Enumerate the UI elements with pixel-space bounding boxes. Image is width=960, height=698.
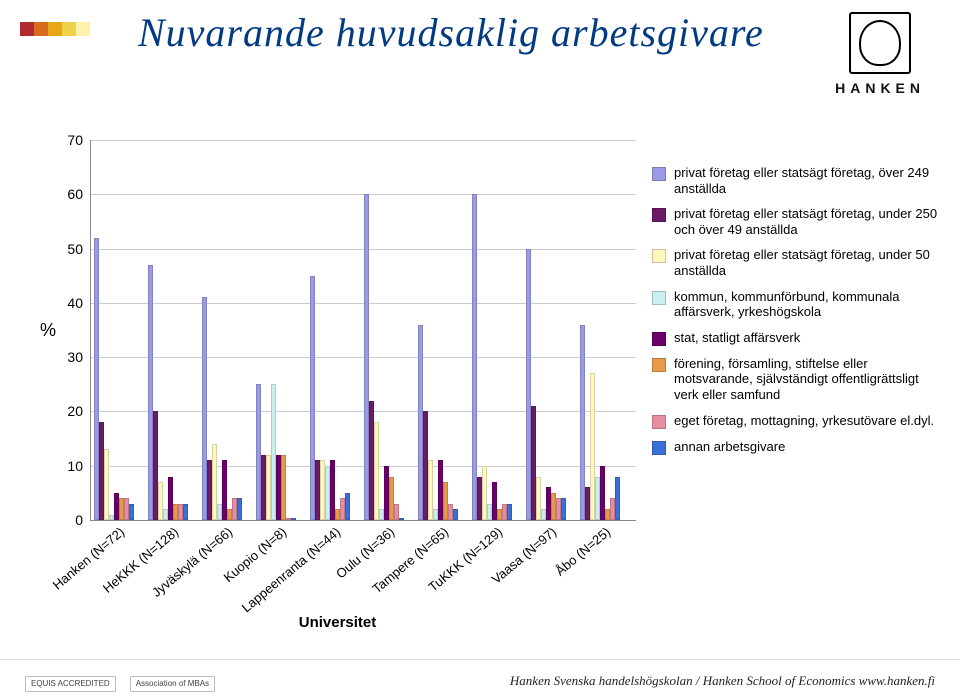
legend-item: förening, församling, stiftelse eller mo… xyxy=(652,356,942,403)
slide-title: Nuvarande huvudsaklig arbetsgivare xyxy=(138,10,764,56)
bar-group xyxy=(580,325,620,520)
bar xyxy=(281,455,286,520)
bar-group xyxy=(148,265,188,520)
chart-plot-area xyxy=(90,140,636,521)
bar xyxy=(345,493,350,520)
color-chip xyxy=(90,22,104,36)
legend-label: privat företag eller statsägt företag, u… xyxy=(674,247,942,278)
color-chip xyxy=(76,22,90,36)
y-axis-label: % xyxy=(40,320,56,341)
y-tick-label: 40 xyxy=(43,295,83,311)
legend-swatch xyxy=(652,167,666,181)
employer-bar-chart: % Universitet 010203040506070Hanken (N=7… xyxy=(40,140,635,595)
legend-label: förening, församling, stiftelse eller mo… xyxy=(674,356,942,403)
hanken-logo: HANKEN xyxy=(835,12,925,96)
y-tick-label: 70 xyxy=(43,132,83,148)
bar xyxy=(399,518,404,520)
bar-group xyxy=(418,325,458,520)
legend-swatch xyxy=(652,208,666,222)
legend-item: privat företag eller statsägt företag, u… xyxy=(652,247,942,278)
legend-item: annan arbetsgivare xyxy=(652,439,942,455)
title-color-strip xyxy=(20,22,104,36)
bar xyxy=(183,504,188,520)
legend-swatch xyxy=(652,441,666,455)
slide-footer: EQUIS ACCREDITED Association of MBAs Hank… xyxy=(0,659,960,698)
legend-label: privat företag eller statsägt företag, ö… xyxy=(674,165,942,196)
y-tick-label: 30 xyxy=(43,349,83,365)
legend-item: privat företag eller statsägt företag, ö… xyxy=(652,165,942,196)
footer-attribution: Hanken Svenska handelshögskolan / Hanken… xyxy=(510,673,935,689)
x-tick-label: Lappeenranta (N=44) xyxy=(239,524,344,615)
legend-swatch xyxy=(652,415,666,429)
gridline xyxy=(91,140,636,141)
legend-swatch xyxy=(652,358,666,372)
bar xyxy=(374,422,379,520)
legend-label: stat, statligt affärsverk xyxy=(674,330,942,346)
legend-swatch xyxy=(652,249,666,263)
bar xyxy=(472,194,477,520)
bar-group xyxy=(202,297,242,520)
legend-label: annan arbetsgivare xyxy=(674,439,942,455)
bar xyxy=(129,504,134,520)
legend-swatch xyxy=(652,291,666,305)
bar xyxy=(237,498,242,520)
bar-group xyxy=(310,276,350,520)
legend-label: eget företag, mottagning, yrkesutövare e… xyxy=(674,413,942,429)
color-chip xyxy=(20,22,34,36)
bar xyxy=(104,449,109,520)
hanken-wordmark: HANKEN xyxy=(835,80,925,96)
bar xyxy=(453,509,458,520)
y-tick-label: 20 xyxy=(43,403,83,419)
y-tick-label: 10 xyxy=(43,458,83,474)
accreditation-badges: EQUIS ACCREDITED Association of MBAs xyxy=(25,676,215,692)
x-tick-label: Åbo (N=25) xyxy=(552,524,613,578)
hanken-emblem-icon xyxy=(849,12,911,74)
color-chip xyxy=(62,22,76,36)
bar-group xyxy=(364,194,404,520)
legend-item: kommun, kommunförbund, kommunala affärsv… xyxy=(652,289,942,320)
bar-group xyxy=(526,249,566,520)
color-chip xyxy=(48,22,62,36)
y-tick-label: 50 xyxy=(43,241,83,257)
bar xyxy=(291,518,296,520)
legend-item: stat, statligt affärsverk xyxy=(652,330,942,346)
chart-legend: privat företag eller statsägt företag, ö… xyxy=(652,165,942,465)
color-chip xyxy=(34,22,48,36)
legend-label: kommun, kommunförbund, kommunala affärsv… xyxy=(674,289,942,320)
x-axis-title: Universitet xyxy=(40,614,635,631)
legend-item: eget företag, mottagning, yrkesutövare e… xyxy=(652,413,942,429)
legend-label: privat företag eller statsägt företag, u… xyxy=(674,206,942,237)
accreditation-badge: EQUIS ACCREDITED xyxy=(25,676,116,692)
accreditation-badge: Association of MBAs xyxy=(130,676,215,692)
bar xyxy=(615,477,620,520)
legend-item: privat företag eller statsägt företag, u… xyxy=(652,206,942,237)
bar xyxy=(507,504,512,520)
legend-swatch xyxy=(652,332,666,346)
y-tick-label: 60 xyxy=(43,186,83,202)
bar xyxy=(561,498,566,520)
bar-group xyxy=(94,238,134,520)
bar-group xyxy=(256,384,296,520)
bar-group xyxy=(472,194,512,520)
y-tick-label: 0 xyxy=(43,512,83,528)
